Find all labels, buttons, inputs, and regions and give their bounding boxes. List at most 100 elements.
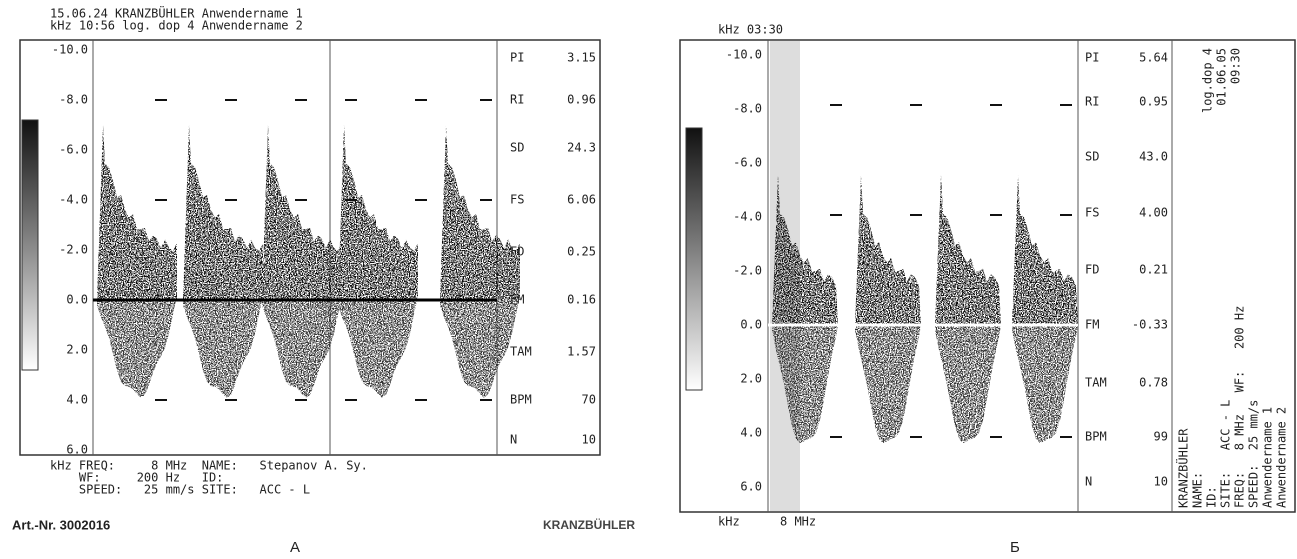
doppler-lower [262,295,342,398]
doppler-upper [97,125,177,300]
param-name: PI [1085,51,1099,65]
param-name: FS [510,193,524,207]
y-label: 6.0 [66,443,88,457]
y-label: 6.0 [740,480,762,494]
y-label: 4.0 [740,426,762,440]
side-line: FREQ: 8 MHz WF: 200 Hz [1233,306,1247,508]
bottom-unit: kHz [718,515,740,529]
y-label: -4.0 [733,210,762,224]
footer-line: kHz FREQ: 8 MHz NAME: Stepanov A. Sy. [50,459,368,473]
param-value: 6.06 [567,193,596,207]
y-label: -2.0 [59,243,88,257]
side-line: Anwendername 2 [1275,407,1289,508]
spectrum [97,125,1078,443]
param-value: 0.21 [1139,263,1168,277]
doppler-upper [262,125,342,300]
side-line: SPEED: 25 mm/s [1247,400,1261,508]
doppler-upper [440,125,520,300]
caption: Б [1010,539,1020,556]
param-value: 0.95 [1139,95,1168,109]
doppler-lower [338,295,418,398]
param-value: 1.57 [567,345,596,359]
y-label: -6.0 [733,156,762,170]
param-name: FS [1085,206,1099,220]
doppler-lower [855,325,921,443]
frame-b [679,39,1296,513]
param-value: 5.64 [1139,51,1168,65]
gray-scale-a [21,119,39,371]
param-name: FM [510,293,524,307]
y-label: -10.0 [726,48,762,62]
y-label: -4.0 [59,193,88,207]
param-value: 0.78 [1139,376,1168,390]
header-line: kHz 10:56 log. dop 4 Anwendername 2 [50,19,303,33]
side-line: KRANZBÜHLER [1175,428,1191,508]
side-line: ID: [1205,486,1219,508]
param-name: PI [510,51,524,65]
doppler-upper [935,175,1001,325]
footer-line: WF: 200 Hz ID: [50,471,223,485]
doppler-upper [772,175,838,325]
art-nr: Art.-Nr. 3002016 [12,517,110,532]
footer-line: SPEED: 25 mm/s SITE: ACC - L [50,483,310,497]
doppler-upper [338,125,418,300]
header: kHz 03:30 [718,23,783,37]
param-name: RI [510,93,524,107]
param-name: SD [510,141,524,155]
y-label: -8.0 [59,93,88,107]
param-name: FD [1085,263,1099,277]
y-label: 2.0 [66,343,88,357]
side-top: 01.06.05 [1215,48,1229,106]
header-line: 15.06.24 KRANZBÜHLER Anwendername 1 [50,5,303,21]
side-line: NAME: [1191,472,1205,508]
side-line: SITE: ACC - L [1219,400,1233,508]
doppler-lower [772,325,838,443]
doppler-lower [1012,325,1078,443]
y-label: 0.0 [66,293,88,307]
param-name: N [510,433,517,447]
param-value: -0.33 [1132,318,1168,332]
y-label: 2.0 [740,372,762,386]
y-label: -10.0 [52,43,88,57]
param-value: 0.96 [567,93,596,107]
param-name: BPM [510,393,532,407]
doppler-upper [855,175,921,325]
param-name: TAM [1085,376,1107,390]
param-name: FD [510,245,524,259]
doppler-upper [183,125,263,300]
param-name: FM [1085,318,1099,332]
side-top: log.dop 4 [1201,48,1215,113]
y-label: -8.0 [733,102,762,116]
doppler-lower [935,325,1001,443]
param-name: N [1085,475,1092,489]
param-value: 70 [582,393,596,407]
param-value: 24.3 [567,141,596,155]
doppler-lower [183,295,263,398]
caption: А [290,539,300,556]
param-name: BPM [1085,430,1107,444]
doppler-lower [440,295,520,398]
y-label: -6.0 [59,143,88,157]
gray-scale-b [685,127,703,391]
side-line: Anwendername 1 [1261,407,1275,508]
bottom-freq: 8 MHz [780,515,816,529]
param-name: RI [1085,95,1099,109]
param-name: SD [1085,150,1099,164]
frame-a [19,39,601,456]
param-value: 43.0 [1139,150,1168,164]
param-name: TAM [510,345,532,359]
doppler-lower [97,295,177,398]
param-value: 99 [1154,430,1168,444]
param-value: 3.15 [567,51,596,65]
param-value: 0.16 [567,293,596,307]
y-label: 0.0 [740,318,762,332]
side-top: 09:30 [1229,48,1243,84]
param-value: 4.00 [1139,206,1168,220]
doppler-upper [1012,175,1078,325]
y-label: 4.0 [66,393,88,407]
y-label: -2.0 [733,264,762,278]
brand: KRANZBÜHLER [543,517,635,532]
param-value: 10 [1154,475,1168,489]
param-value: 10 [582,433,596,447]
